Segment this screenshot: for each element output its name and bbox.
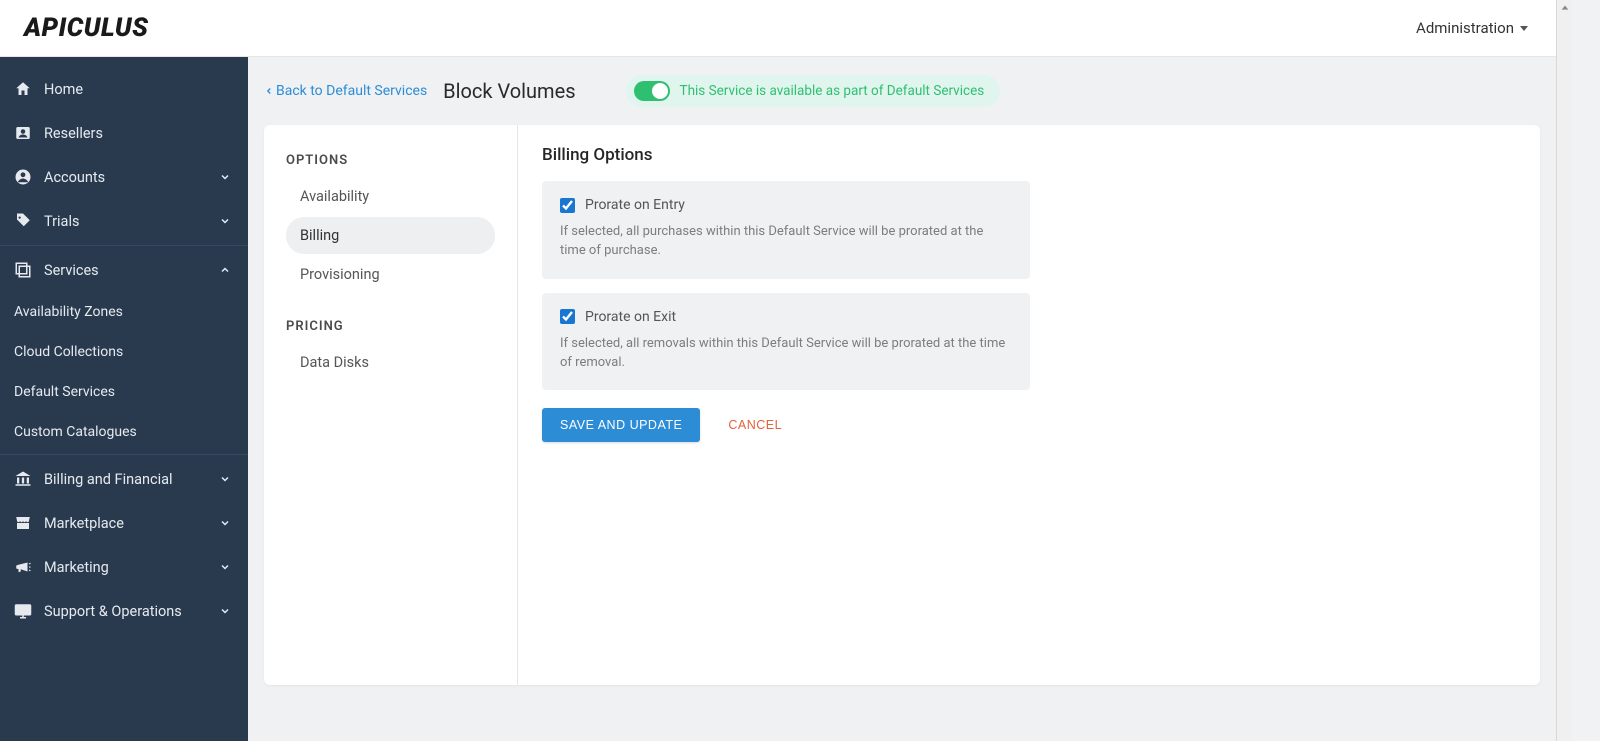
nav-separator	[0, 245, 248, 246]
chevron-down-icon	[216, 558, 234, 576]
sidebar-item-support-operations[interactable]: Support & Operations	[0, 589, 248, 633]
sidebar-item-trials[interactable]: Trials	[0, 199, 248, 243]
layers-icon	[14, 261, 32, 279]
sidebar-item-billing-financial[interactable]: Billing and Financial	[0, 457, 248, 501]
tag-icon	[14, 212, 32, 230]
settings-card: OPTIONS Availability Billing Provisionin…	[264, 125, 1540, 685]
prorate-entry-label: Prorate on Entry	[585, 197, 685, 213]
store-icon	[14, 514, 32, 532]
sidebar-subitem-availability-zones[interactable]: Availability Zones	[0, 292, 248, 332]
sidebar-item-services[interactable]: Services	[0, 248, 248, 292]
pricing-link-data-disks[interactable]: Data Disks	[286, 344, 495, 381]
sidebar-subitem-cloud-collections[interactable]: Cloud Collections	[0, 332, 248, 372]
sidebar-item-label: Marketing	[44, 559, 109, 576]
option-link-billing[interactable]: Billing	[286, 217, 495, 254]
prorate-entry-box: Prorate on Entry If selected, all purcha…	[542, 181, 1030, 279]
sidebar-subitem-custom-catalogues[interactable]: Custom Catalogues	[0, 412, 248, 452]
back-link[interactable]: Back to Default Services	[264, 83, 427, 99]
page-title: Block Volumes	[443, 79, 575, 103]
home-icon	[14, 80, 32, 98]
chevron-down-icon	[216, 470, 234, 488]
options-sidebar: OPTIONS Availability Billing Provisionin…	[264, 125, 518, 685]
chevron-down-icon	[216, 602, 234, 620]
sidebar-item-marketing[interactable]: Marketing	[0, 545, 248, 589]
billing-panel: Billing Options Prorate on Entry If sele…	[518, 125, 1540, 685]
megaphone-icon	[14, 558, 32, 576]
service-toggle[interactable]	[634, 81, 670, 101]
sidebar-item-label: Billing and Financial	[44, 471, 173, 488]
prorate-exit-desc: If selected, all removals within this De…	[560, 335, 1012, 373]
chevron-down-icon	[216, 514, 234, 532]
prorate-entry-checkbox[interactable]	[560, 198, 575, 213]
toggle-knob	[652, 83, 668, 99]
chevron-down-icon	[216, 168, 234, 186]
action-row: SAVE AND UPDATE CANCEL	[542, 408, 1516, 442]
cancel-button[interactable]: CANCEL	[728, 418, 782, 432]
badge-icon	[14, 124, 32, 142]
service-availability-pill: This Service is available as part of Def…	[626, 75, 1001, 107]
options-group-title: OPTIONS	[286, 153, 495, 168]
monitor-icon	[14, 602, 32, 620]
nav-separator	[0, 454, 248, 455]
option-link-availability[interactable]: Availability	[286, 178, 495, 215]
prorate-entry-desc: If selected, all purchases within this D…	[560, 223, 1012, 261]
service-availability-text: This Service is available as part of Def…	[680, 83, 985, 99]
chevron-left-icon	[264, 85, 274, 97]
topbar: APICULUS Administration	[0, 0, 1556, 57]
sidebar-item-marketplace[interactable]: Marketplace	[0, 501, 248, 545]
pricing-group-title: PRICING	[286, 319, 495, 334]
prorate-exit-label: Prorate on Exit	[585, 309, 676, 325]
content-area: Back to Default Services Block Volumes T…	[248, 57, 1556, 741]
save-update-button[interactable]: SAVE AND UPDATE	[542, 408, 700, 442]
sidebar-item-label: Services	[44, 262, 99, 279]
sidebar-item-resellers[interactable]: Resellers	[0, 111, 248, 155]
section-title: Billing Options	[542, 145, 1516, 165]
chevron-up-icon	[216, 261, 234, 279]
sidebar: Home Resellers Accounts	[0, 57, 248, 741]
sidebar-item-label: Marketplace	[44, 515, 124, 532]
caret-down-icon	[1520, 26, 1528, 31]
sidebar-item-label: Support & Operations	[44, 603, 182, 620]
option-link-provisioning[interactable]: Provisioning	[286, 256, 495, 293]
administration-dropdown[interactable]: Administration	[1416, 19, 1528, 37]
scrollbar[interactable]	[1556, 0, 1572, 741]
prorate-exit-box: Prorate on Exit If selected, all removal…	[542, 293, 1030, 391]
user-circle-icon	[14, 168, 32, 186]
back-link-label: Back to Default Services	[276, 83, 427, 99]
page-header: Back to Default Services Block Volumes T…	[248, 57, 1556, 125]
bank-icon	[14, 470, 32, 488]
sidebar-item-accounts[interactable]: Accounts	[0, 155, 248, 199]
sidebar-subitem-default-services[interactable]: Default Services	[0, 372, 248, 412]
sidebar-item-label: Resellers	[44, 125, 103, 142]
brand-logo: APICULUS	[24, 13, 148, 43]
prorate-exit-checkbox[interactable]	[560, 309, 575, 324]
scroll-up-arrow-icon[interactable]	[1557, 0, 1573, 16]
chevron-down-icon	[216, 212, 234, 230]
sidebar-item-label: Home	[44, 81, 83, 98]
administration-label: Administration	[1416, 19, 1514, 37]
sidebar-item-home[interactable]: Home	[0, 67, 248, 111]
sidebar-item-label: Trials	[44, 213, 79, 230]
sidebar-item-label: Accounts	[44, 169, 105, 186]
